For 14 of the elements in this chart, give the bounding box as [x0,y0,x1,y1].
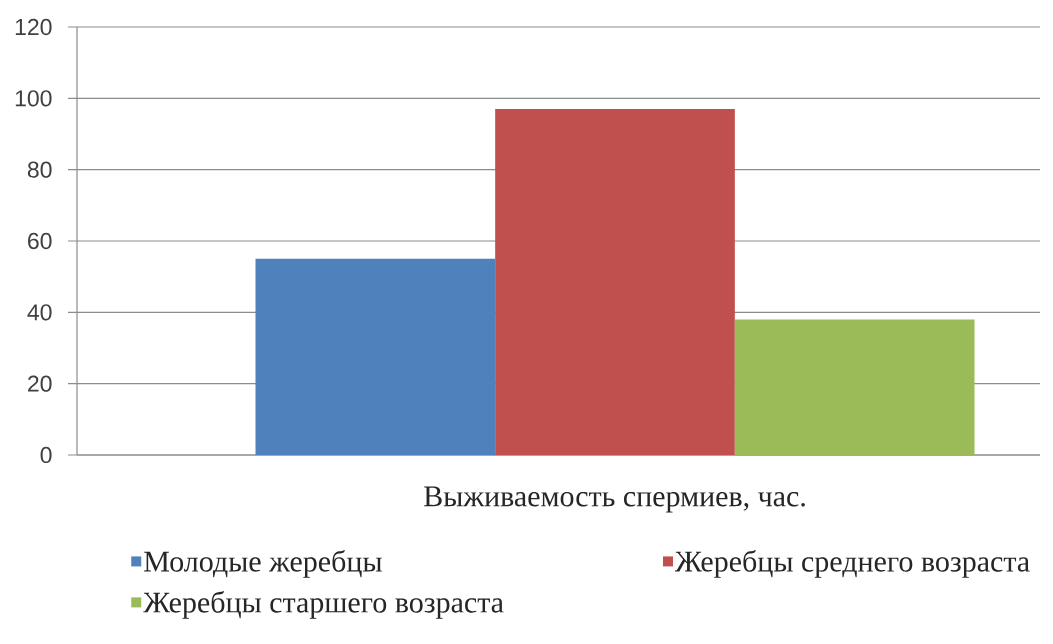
y-tick-label: 80 [27,161,52,178]
legend-label: Молодые жеребцы [144,549,382,578]
bar [734,319,975,455]
y-tick-label: 60 [28,232,52,250]
x-tick-label: Выживаемость спермиев, час. [424,486,805,513]
y-tick-label: 0 [40,446,52,464]
y-tick-label: 120 [15,18,52,36]
y-tick-label: 100 [15,90,52,107]
bar [255,258,496,455]
y-tick-label: 40 [27,304,52,321]
legend-label: Жеребцы среднего возраста [675,549,1030,578]
y-tick-label: 20 [28,375,52,392]
legend-label: Жеребцы старшего возраста [143,590,504,619]
bar [495,109,735,455]
